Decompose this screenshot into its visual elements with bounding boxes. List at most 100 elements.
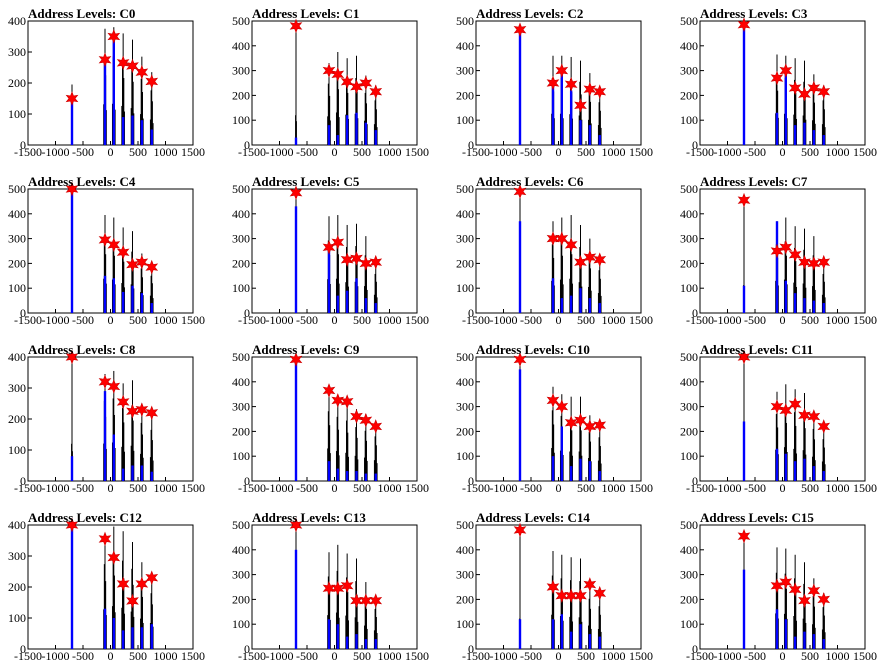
peak-marker <box>555 588 569 604</box>
peak-marker <box>145 570 159 586</box>
x-tick-label: -1500 <box>462 649 490 663</box>
x-tick-label: 1500 <box>405 313 429 327</box>
histogram-panel: 0 100 200 300 400 500 -1500 -1000 -500 0 500 1000 15… <box>224 504 448 672</box>
x-tick-label: 0 <box>332 649 338 663</box>
histogram-panel: 0 100 200 300 400 -1500 -1000 -500 0 500 1000 1500 A… <box>0 0 224 168</box>
panel-title: Address Levels: C1 <box>252 6 360 21</box>
plot-frame <box>27 188 194 314</box>
histogram-bar-blue <box>588 298 592 313</box>
histogram-bar-blue <box>551 456 555 481</box>
y-tick-label: 400 <box>680 543 698 557</box>
histogram-panel: 0 100 200 300 400 500 -1500 -1000 -500 0 500 1000 15… <box>448 0 672 168</box>
y-tick-label: 400 <box>680 207 698 221</box>
histogram-bar-blue <box>103 608 107 649</box>
y-tick-label: 400 <box>232 207 250 221</box>
x-tick-label: 500 <box>577 313 595 327</box>
panel-title: Address Levels: C2 <box>476 6 584 21</box>
x-tick-label: 1000 <box>602 481 626 495</box>
y-tick-label: 400 <box>456 39 474 53</box>
histogram-plot: 0 100 200 300 400 -1500 -1000 -500 0 500 1000 1500 <box>8 14 205 159</box>
y-tick-label: 400 <box>232 375 250 389</box>
peak-marker <box>513 352 527 367</box>
x-tick-label: 0 <box>556 481 562 495</box>
x-tick-label: -1000 <box>42 649 70 663</box>
peak-marker <box>350 251 363 266</box>
y-tick-label: 100 <box>8 443 26 457</box>
x-tick-label: 1500 <box>629 313 653 327</box>
x-tick-label: 1000 <box>602 145 626 159</box>
peak-marker <box>322 580 336 596</box>
peak-marker <box>817 419 831 434</box>
histogram-bar-blue <box>121 117 125 145</box>
peak-marker <box>135 64 149 80</box>
y-tick-label: 500 <box>680 14 698 28</box>
y-tick-label: 400 <box>456 543 474 557</box>
peak-marker <box>807 409 821 424</box>
x-tick-label: -1500 <box>686 313 714 327</box>
y-tick-label: 500 <box>456 182 474 196</box>
histogram-plot: 0 100 200 300 400 500 -1500 -1000 -500 0 500 1000 15… <box>456 518 653 663</box>
histogram-bar-blue <box>131 465 134 481</box>
peak-marker <box>564 76 578 92</box>
histogram-bar-blue <box>355 278 358 313</box>
histogram-bar-blue <box>822 639 825 649</box>
histogram-bar-blue <box>131 115 134 145</box>
peak-marker <box>135 254 149 270</box>
x-tick-label: 0 <box>332 313 338 327</box>
x-tick-label: -1500 <box>14 313 42 327</box>
y-tick-label: 100 <box>8 281 26 295</box>
histogram-bar-blue <box>131 285 134 313</box>
y-tick-label: 300 <box>680 568 698 582</box>
peak-marker <box>116 244 130 260</box>
y-tick-label: 0 <box>244 138 250 152</box>
y-tick-label: 200 <box>8 580 26 594</box>
plot-frame <box>475 356 642 482</box>
histogram-bar-blue <box>140 627 144 649</box>
plot-frame <box>27 356 194 482</box>
y-tick-label: 100 <box>456 617 474 631</box>
x-tick-label: -1000 <box>266 481 294 495</box>
histogram-bar-blue <box>70 98 74 145</box>
x-tick-label: -1500 <box>238 481 266 495</box>
plot-frame <box>475 20 642 146</box>
histogram-bar-blue <box>588 125 592 145</box>
x-tick-label: 500 <box>801 313 819 327</box>
histogram-bar-blue <box>803 122 806 145</box>
histogram-plot: 0 100 200 300 400 500 -1500 -1000 -500 0 500 1000 15… <box>456 14 653 159</box>
y-tick-label: 500 <box>232 182 250 196</box>
y-tick-label: 400 <box>8 14 26 28</box>
y-tick-label: 300 <box>8 232 26 246</box>
histogram-bar-blue <box>121 291 125 313</box>
x-tick-label: 500 <box>353 481 371 495</box>
y-tick-label: 300 <box>680 232 698 246</box>
y-tick-label: 200 <box>232 592 250 606</box>
x-tick-label: -1000 <box>490 481 518 495</box>
histogram-bar-blue <box>112 278 115 313</box>
peak-marker <box>583 249 597 265</box>
x-tick-label: 500 <box>801 649 819 663</box>
histogram-bar-blue <box>150 303 153 313</box>
histogram-bar-blue <box>336 468 339 481</box>
y-tick-label: 0 <box>468 306 474 320</box>
peak-marker <box>340 394 354 409</box>
y-tick-label: 200 <box>232 88 250 102</box>
x-tick-label: -1500 <box>14 481 42 495</box>
histogram-bar-blue <box>784 280 787 313</box>
peak-marker <box>788 582 802 597</box>
y-tick-label: 500 <box>8 182 26 196</box>
peak-marker <box>788 396 802 412</box>
histogram-bar-blue <box>374 473 377 481</box>
y-tick-label: 100 <box>456 113 474 127</box>
x-tick-label: -500 <box>72 145 94 159</box>
peak-marker <box>788 80 802 96</box>
y-tick-label: 0 <box>468 642 474 656</box>
y-tick-label: 500 <box>680 182 698 196</box>
y-tick-label: 0 <box>20 642 26 656</box>
histogram-panel: 0 100 200 300 400 500 -1500 -1000 -500 0 500 1000 15… <box>672 0 896 168</box>
x-tick-label: -1000 <box>42 145 70 159</box>
peak-marker <box>574 588 587 604</box>
histogram-bar-blue <box>355 471 358 481</box>
y-tick-label: 400 <box>8 207 26 221</box>
y-tick-label: 200 <box>456 256 474 270</box>
x-tick-label: 1500 <box>181 145 205 159</box>
